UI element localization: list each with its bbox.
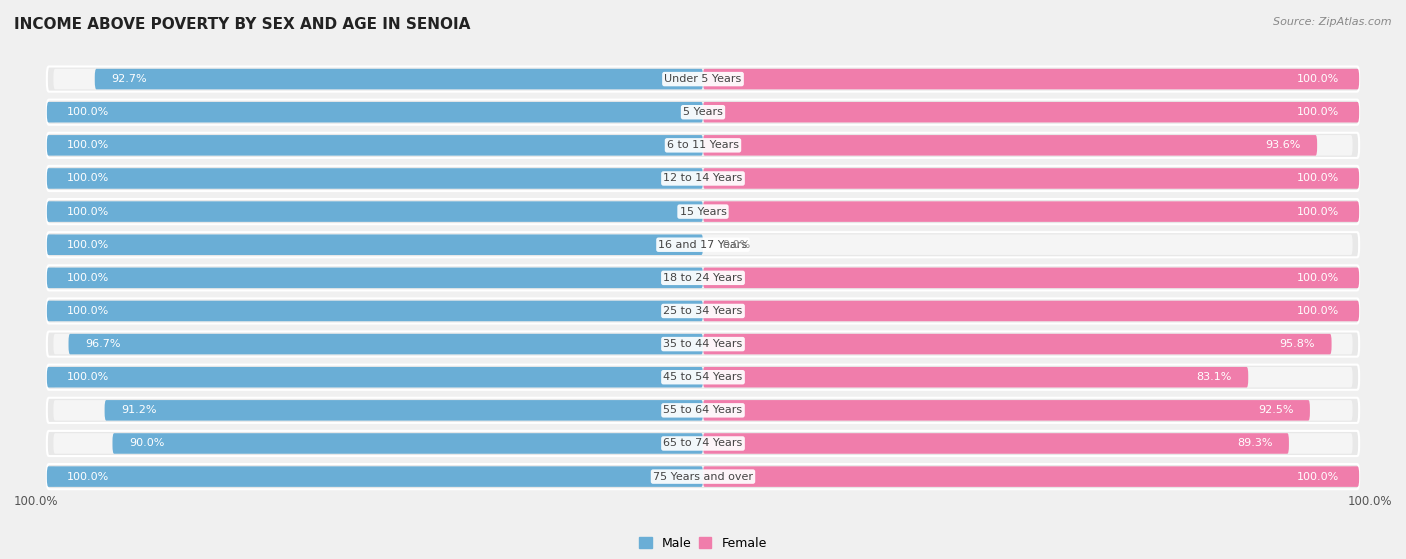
FancyBboxPatch shape [46,464,1360,489]
Text: 55 to 64 Years: 55 to 64 Years [664,405,742,415]
FancyBboxPatch shape [46,168,703,189]
FancyBboxPatch shape [46,398,1360,423]
FancyBboxPatch shape [703,268,1360,288]
Text: 100.0%: 100.0% [66,306,108,316]
Text: 100.0%: 100.0% [1298,74,1340,84]
Text: 89.3%: 89.3% [1237,438,1272,448]
Text: 100.0%: 100.0% [66,107,108,117]
FancyBboxPatch shape [46,201,703,222]
FancyBboxPatch shape [703,367,1249,387]
Text: 92.7%: 92.7% [111,74,146,84]
FancyBboxPatch shape [703,102,1360,122]
FancyBboxPatch shape [46,135,703,155]
FancyBboxPatch shape [703,201,1360,222]
Text: 83.1%: 83.1% [1197,372,1232,382]
FancyBboxPatch shape [69,334,703,354]
Text: 65 to 74 Years: 65 to 74 Years [664,438,742,448]
FancyBboxPatch shape [703,433,1289,454]
FancyBboxPatch shape [53,400,1353,420]
FancyBboxPatch shape [46,364,1360,390]
FancyBboxPatch shape [53,135,1353,155]
Text: 18 to 24 Years: 18 to 24 Years [664,273,742,283]
FancyBboxPatch shape [703,400,1310,420]
Text: 75 Years and over: 75 Years and over [652,472,754,482]
Text: INCOME ABOVE POVERTY BY SEX AND AGE IN SENOIA: INCOME ABOVE POVERTY BY SEX AND AGE IN S… [14,17,471,32]
FancyBboxPatch shape [46,100,1360,125]
Text: 93.6%: 93.6% [1265,140,1301,150]
FancyBboxPatch shape [112,433,703,454]
FancyBboxPatch shape [53,268,1353,288]
FancyBboxPatch shape [46,266,1360,291]
FancyBboxPatch shape [703,466,1360,487]
Text: 100.0%: 100.0% [14,495,59,508]
Text: 100.0%: 100.0% [66,173,108,183]
FancyBboxPatch shape [46,331,1360,357]
Text: 12 to 14 Years: 12 to 14 Years [664,173,742,183]
Text: 96.7%: 96.7% [84,339,121,349]
FancyBboxPatch shape [46,268,703,288]
Text: 35 to 44 Years: 35 to 44 Years [664,339,742,349]
FancyBboxPatch shape [104,400,703,420]
Text: 5 Years: 5 Years [683,107,723,117]
FancyBboxPatch shape [46,232,1360,257]
FancyBboxPatch shape [46,466,703,487]
Text: 100.0%: 100.0% [1298,173,1340,183]
FancyBboxPatch shape [46,234,703,255]
Text: 25 to 34 Years: 25 to 34 Years [664,306,742,316]
FancyBboxPatch shape [53,301,1353,321]
FancyBboxPatch shape [53,102,1353,122]
Text: 100.0%: 100.0% [1298,306,1340,316]
Text: 100.0%: 100.0% [66,140,108,150]
FancyBboxPatch shape [53,334,1353,354]
FancyBboxPatch shape [46,67,1360,92]
FancyBboxPatch shape [53,234,1353,255]
Text: 100.0%: 100.0% [1298,472,1340,482]
FancyBboxPatch shape [94,69,703,89]
Text: 6 to 11 Years: 6 to 11 Years [666,140,740,150]
FancyBboxPatch shape [703,301,1360,321]
Text: 0.0%: 0.0% [723,240,751,250]
FancyBboxPatch shape [703,168,1360,189]
Text: 91.2%: 91.2% [121,405,156,415]
Text: Source: ZipAtlas.com: Source: ZipAtlas.com [1274,17,1392,27]
FancyBboxPatch shape [46,132,1360,158]
FancyBboxPatch shape [46,199,1360,224]
FancyBboxPatch shape [53,466,1353,487]
Text: 92.5%: 92.5% [1258,405,1294,415]
FancyBboxPatch shape [53,69,1353,89]
Text: 45 to 54 Years: 45 to 54 Years [664,372,742,382]
Text: 15 Years: 15 Years [679,207,727,216]
FancyBboxPatch shape [53,201,1353,222]
FancyBboxPatch shape [46,301,703,321]
Text: 100.0%: 100.0% [1298,107,1340,117]
FancyBboxPatch shape [53,433,1353,454]
Text: 100.0%: 100.0% [66,472,108,482]
FancyBboxPatch shape [53,168,1353,189]
FancyBboxPatch shape [53,367,1353,387]
Text: 90.0%: 90.0% [129,438,165,448]
FancyBboxPatch shape [703,334,1331,354]
FancyBboxPatch shape [46,431,1360,456]
Text: 100.0%: 100.0% [66,240,108,250]
Text: 95.8%: 95.8% [1279,339,1315,349]
FancyBboxPatch shape [46,299,1360,324]
Text: 100.0%: 100.0% [66,207,108,216]
Text: 16 and 17 Years: 16 and 17 Years [658,240,748,250]
Text: 100.0%: 100.0% [1298,273,1340,283]
Text: 100.0%: 100.0% [66,273,108,283]
FancyBboxPatch shape [46,166,1360,191]
Text: 100.0%: 100.0% [1298,207,1340,216]
Text: 100.0%: 100.0% [1347,495,1392,508]
FancyBboxPatch shape [46,367,703,387]
FancyBboxPatch shape [703,69,1360,89]
Legend: Male, Female: Male, Female [634,532,772,555]
Text: Under 5 Years: Under 5 Years [665,74,741,84]
FancyBboxPatch shape [703,135,1317,155]
Text: 100.0%: 100.0% [66,372,108,382]
FancyBboxPatch shape [46,102,703,122]
